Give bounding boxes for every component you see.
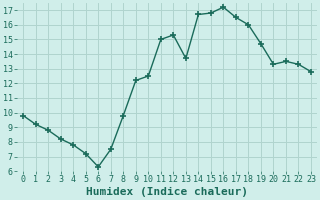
X-axis label: Humidex (Indice chaleur): Humidex (Indice chaleur) bbox=[86, 187, 248, 197]
